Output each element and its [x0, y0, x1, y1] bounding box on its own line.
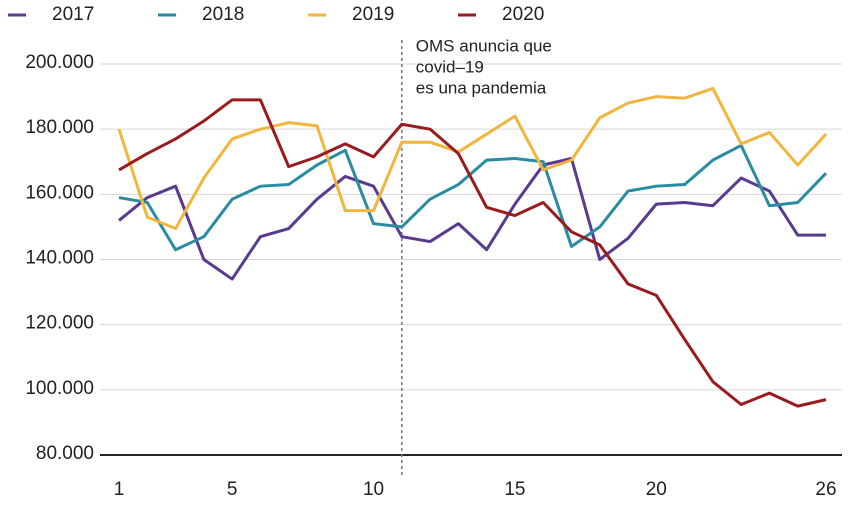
y-tick-label: 120.000: [25, 313, 94, 334]
x-tick-label: 15: [504, 479, 525, 500]
series-line: [118, 98, 827, 408]
x-tick-label: 20: [646, 479, 667, 500]
y-tick-label: 200.000: [25, 52, 94, 73]
x-tick-label: 5: [227, 479, 238, 500]
annotation-text: es una pandemia: [416, 78, 547, 97]
y-tick-label: 160.000: [25, 182, 94, 203]
y-tick-label: 140.000: [25, 248, 94, 269]
annotation-text: covid–19: [416, 57, 484, 76]
x-tick-label: 1: [114, 479, 125, 500]
series-line: [117, 86, 828, 231]
y-tick-label: 100.000: [25, 378, 94, 399]
series-line: [118, 156, 826, 281]
series-line: [118, 143, 828, 252]
x-tick-label: 26: [815, 479, 836, 500]
x-tick-label: 10: [363, 479, 384, 500]
annotation-text: OMS anuncia que: [416, 36, 552, 55]
y-tick-label: 180.000: [25, 117, 94, 138]
legend-label: 2019: [352, 4, 394, 25]
y-tick-label: 80.000: [36, 443, 94, 464]
legend-label: 2017: [52, 4, 94, 25]
legend-label: 2020: [502, 4, 544, 25]
legend-label: 2018: [202, 4, 244, 25]
